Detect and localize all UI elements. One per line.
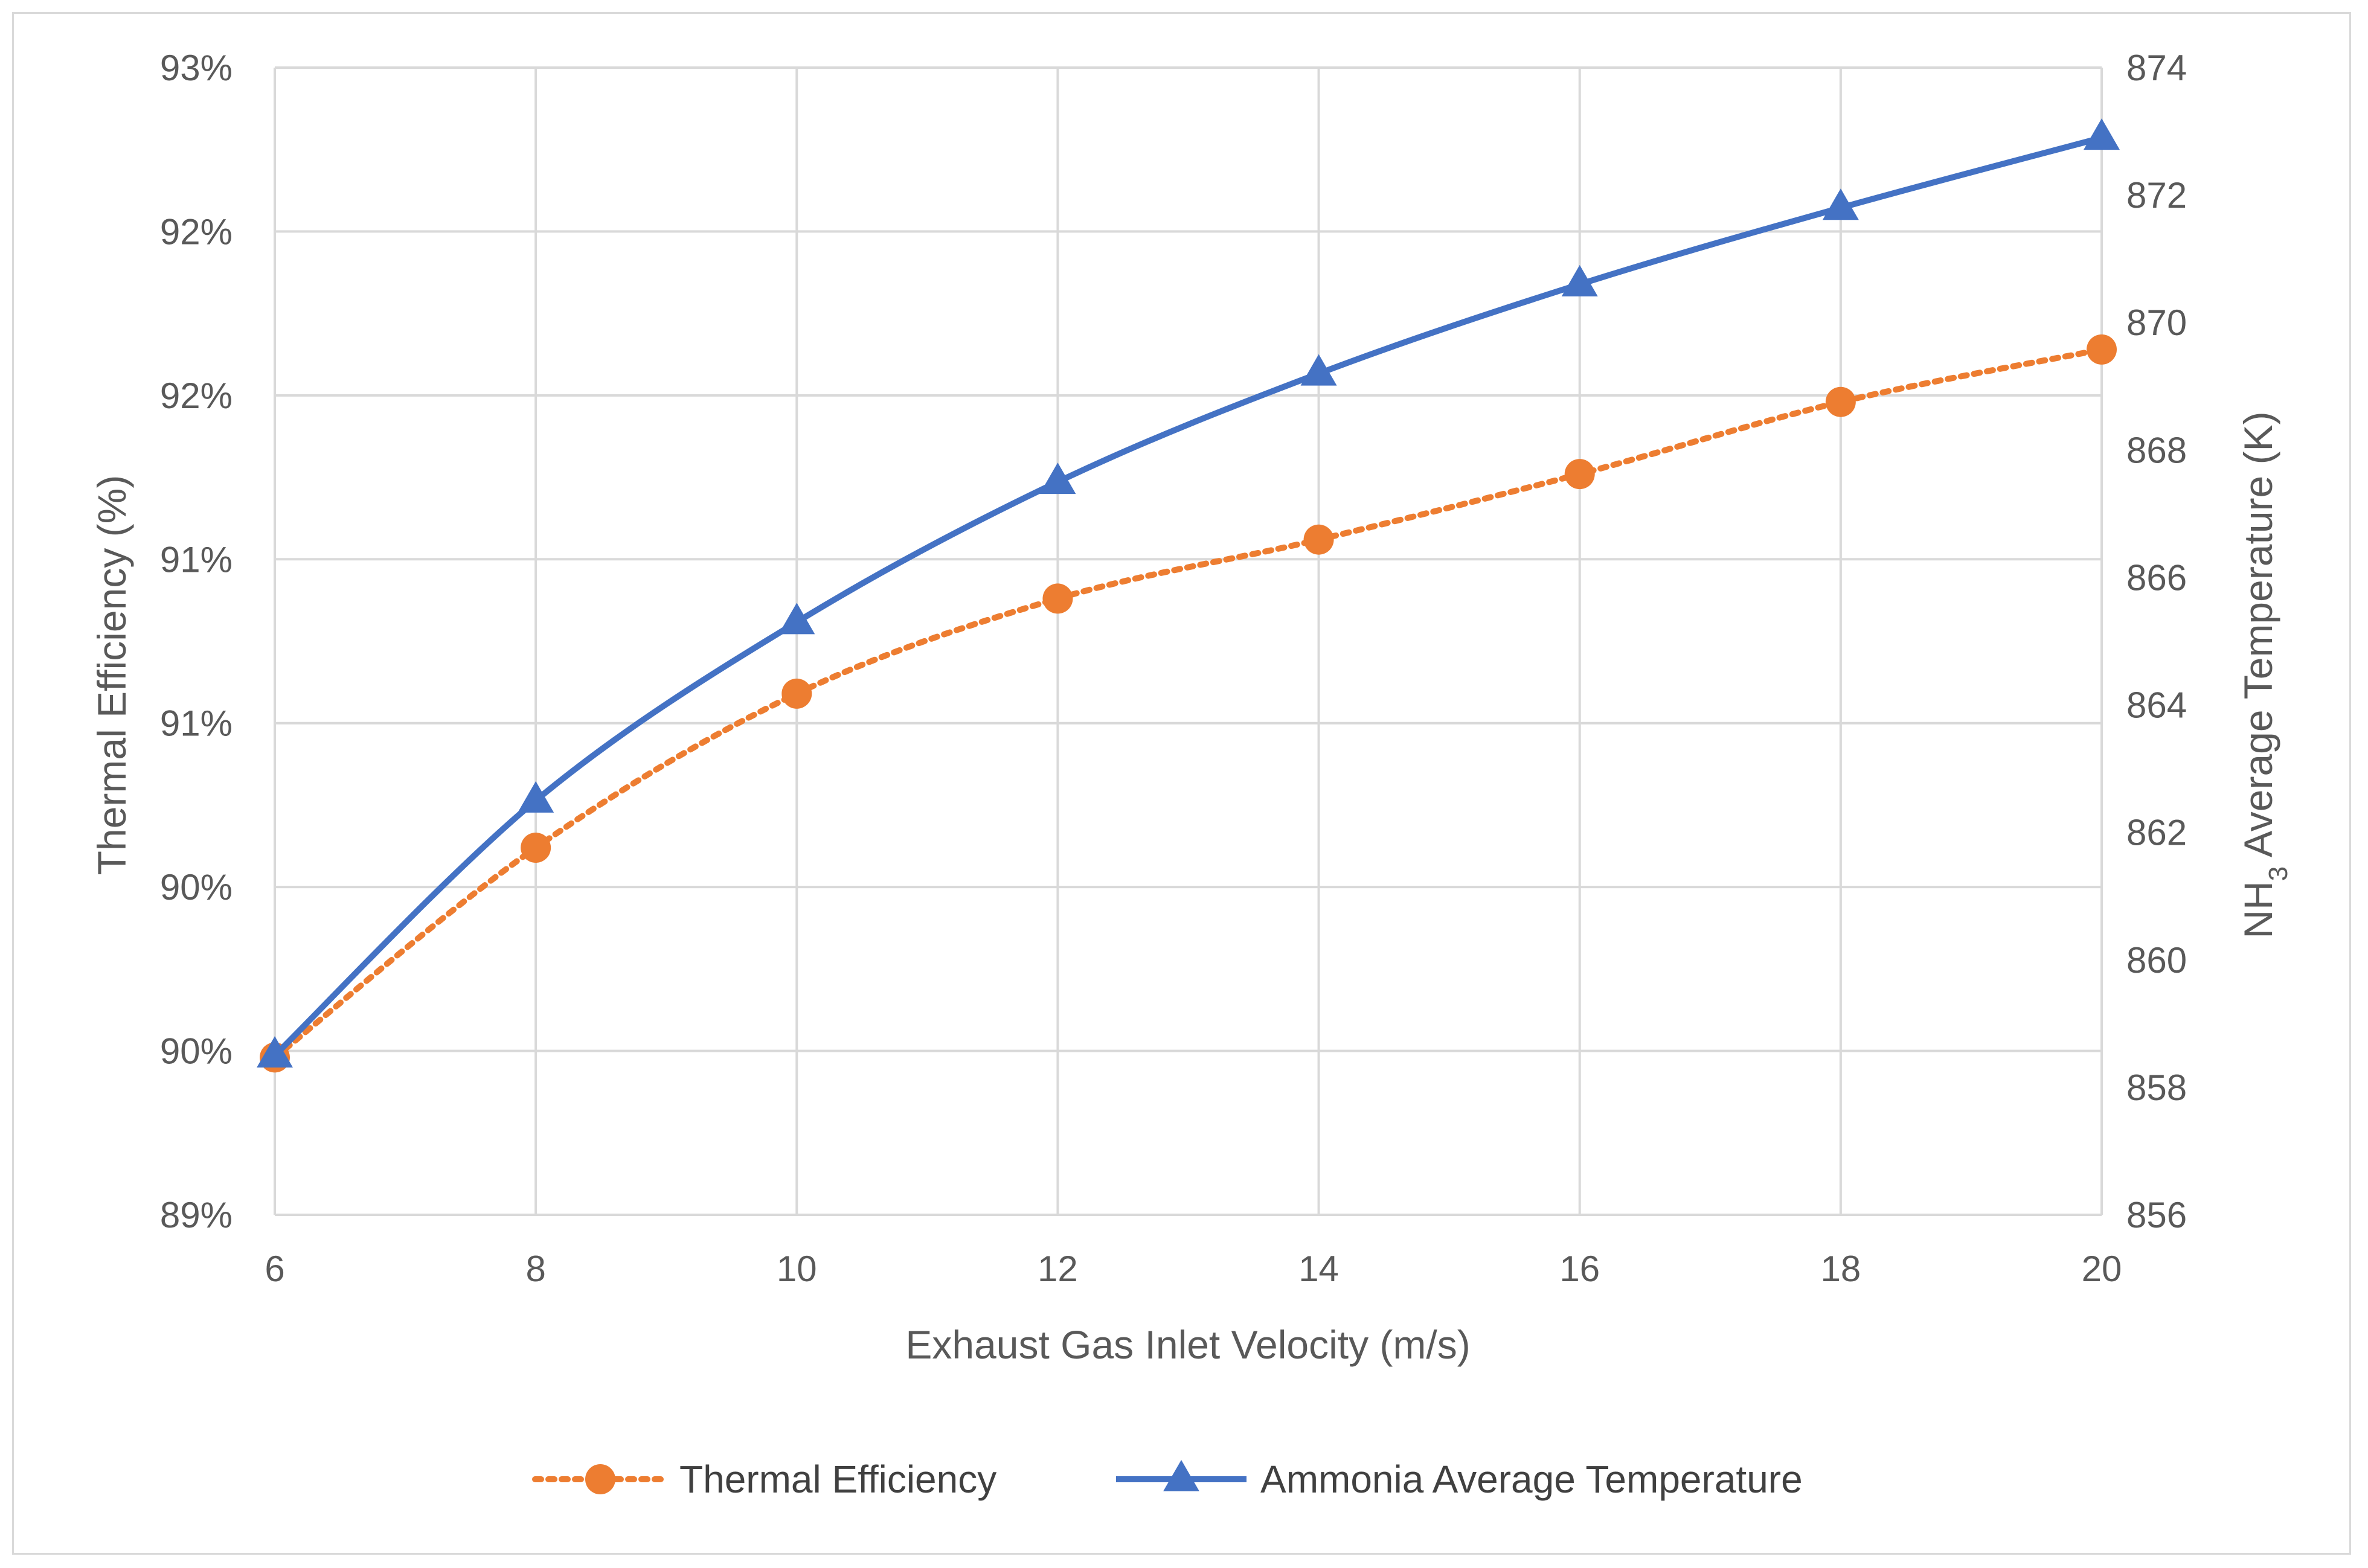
x-tick-label: 16 xyxy=(1559,1249,1600,1289)
data-point-ammonia-average-temperature xyxy=(2084,118,2120,150)
legend-item-ammonia-average-temperature: Ammonia Average Temperature xyxy=(1116,1458,1803,1501)
data-point-ammonia-average-temperature xyxy=(778,603,815,635)
legend-item-thermal-efficiency: Thermal Efficiency xyxy=(532,1458,996,1501)
left-y-tick-label: 89% xyxy=(160,1195,233,1235)
x-tick-label: 20 xyxy=(2082,1249,2122,1289)
legend-label-ammonia-average-temperature: Ammonia Average Temperature xyxy=(1260,1458,1803,1501)
x-tick-label: 14 xyxy=(1298,1249,1339,1289)
x-tick-label: 6 xyxy=(265,1249,284,1289)
right-y-axis-title-part-nh: NH xyxy=(2236,881,2280,938)
data-point-thermal-efficiency xyxy=(2087,334,2117,365)
left-y-tick-label: 92% xyxy=(160,376,233,416)
right-y-tick-label: 870 xyxy=(2126,302,2187,343)
data-point-ammonia-average-temperature xyxy=(1561,264,1598,296)
data-point-thermal-efficiency xyxy=(1564,459,1595,490)
left-y-tick-label: 91% xyxy=(160,703,233,744)
data-point-ammonia-average-temperature xyxy=(1822,188,1859,220)
right-y-tick-label: 872 xyxy=(2126,175,2187,216)
data-point-thermal-efficiency xyxy=(521,833,551,863)
series-ammonia-average-temperature xyxy=(257,118,2120,1068)
data-point-ammonia-average-temperature xyxy=(1039,462,1076,494)
series-thermal-efficiency xyxy=(260,334,2117,1073)
left-y-tick-label: 93% xyxy=(160,48,233,88)
left-y-tick-label: 90% xyxy=(160,867,233,907)
x-tick-label: 12 xyxy=(1038,1249,1078,1289)
x-tick-label: 8 xyxy=(525,1249,545,1289)
left-y-tick-label: 90% xyxy=(160,1031,233,1072)
series-line-ammonia-average-temperature xyxy=(272,135,2105,1059)
right-y-tick-label: 868 xyxy=(2126,430,2187,470)
left-y-tick-label: 91% xyxy=(160,539,233,580)
right-y-tick-label: 858 xyxy=(2126,1067,2187,1108)
right-y-tick-label: 866 xyxy=(2126,557,2187,598)
left-y-axis-title: Thermal Efficiency (%) xyxy=(89,475,134,875)
right-y-tick-label: 874 xyxy=(2126,48,2187,88)
x-tick-label: 10 xyxy=(777,1249,817,1289)
x-axis-title: Exhaust Gas Inlet Velocity (m/s) xyxy=(905,1322,1470,1367)
left-y-tick-label: 92% xyxy=(160,211,233,252)
legend: Thermal Efficiency Ammonia Average Tempe… xyxy=(532,1458,1803,1501)
right-y-tick-label: 856 xyxy=(2126,1195,2187,1235)
data-point-thermal-efficiency xyxy=(1825,386,1856,417)
right-y-axis-ticks: 856 858 860 862 864 866 868 870 872 874 xyxy=(2126,48,2187,1235)
legend-marker-triangle xyxy=(1163,1460,1199,1491)
data-point-ammonia-average-temperature xyxy=(1300,354,1337,386)
right-y-tick-label: 862 xyxy=(2126,813,2187,853)
series-line-thermal-efficiency xyxy=(272,346,2105,1061)
right-y-axis-title-subscript: 3 xyxy=(2264,866,2293,881)
x-axis-ticks: 6 8 10 12 14 16 18 20 xyxy=(265,1249,2122,1289)
legend-marker-circle xyxy=(585,1464,615,1494)
data-point-thermal-efficiency xyxy=(1303,524,1334,555)
x-tick-label: 18 xyxy=(1820,1249,1861,1289)
gridlines xyxy=(274,66,2103,1216)
data-point-ammonia-average-temperature xyxy=(257,1036,293,1068)
right-y-axis-title: NH3 Average Temperature (K) xyxy=(2236,411,2293,938)
right-y-tick-label: 860 xyxy=(2126,940,2187,981)
right-y-tick-label: 864 xyxy=(2126,685,2187,726)
right-y-axis-title-rest: Average Temperature (K) xyxy=(2236,411,2280,866)
data-point-ammonia-average-temperature xyxy=(518,781,554,813)
data-point-thermal-efficiency xyxy=(1042,583,1073,614)
data-point-thermal-efficiency xyxy=(781,678,812,709)
chart-frame xyxy=(12,12,2351,1555)
legend-label-thermal-efficiency: Thermal Efficiency xyxy=(679,1458,996,1501)
left-y-axis-ticks: 89% 90% 90% 91% 91% 92% 92% 93% xyxy=(160,48,233,1235)
series-layer xyxy=(257,118,2120,1073)
